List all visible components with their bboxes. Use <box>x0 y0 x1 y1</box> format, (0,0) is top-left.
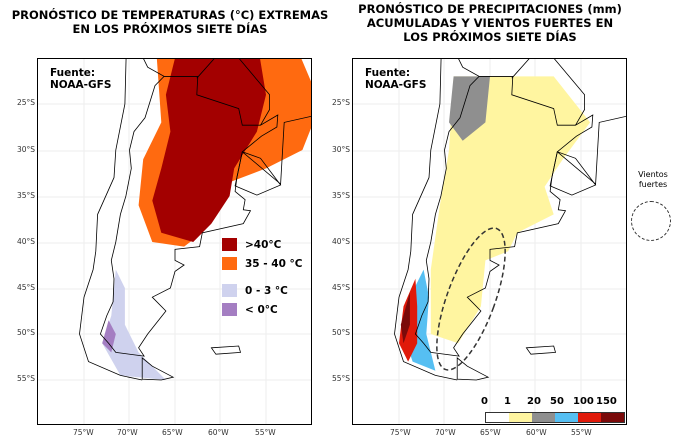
legend-label: 35 - 40 °C <box>245 257 303 270</box>
country-border <box>242 115 311 185</box>
legend-label: 0 - 3 °C <box>245 284 288 297</box>
dashed-circle-icon <box>631 201 671 241</box>
country-border <box>458 59 513 77</box>
uruguay-border <box>234 151 282 196</box>
colorbar-segment <box>486 413 509 422</box>
legend-swatch <box>222 257 237 270</box>
source-label: Fuente: NOAA-GFS <box>50 67 112 91</box>
legend-swatch <box>222 284 237 297</box>
colorbar-tick: 50 <box>550 396 564 407</box>
country-border <box>394 59 458 381</box>
longitude-tick: 60°W <box>208 428 229 437</box>
temperature-map[interactable]: Fuente: NOAA-GFS <box>37 58 312 425</box>
islands <box>210 345 242 355</box>
below-0-area <box>102 320 116 353</box>
colorbar-tick: 1 <box>504 396 511 407</box>
longitude-tick: 60°W <box>526 428 547 437</box>
longitude-tick: 70°W <box>435 428 456 437</box>
precip-1-20-area <box>430 76 591 344</box>
source-label: Fuente: NOAA-GFS <box>365 67 427 91</box>
right-map-title: PRONÓSTICO DE PRECIPITACIONES (mm) ACUMU… <box>358 2 622 44</box>
latitude-tick: 35°S <box>331 191 350 200</box>
country-border <box>79 59 143 381</box>
islands <box>525 345 557 355</box>
latitude-tick: 30°S <box>16 145 35 154</box>
longitude-tick: 65°W <box>162 428 183 437</box>
legend-item: 0 - 3 °C <box>222 284 288 297</box>
cool-0-3-area <box>102 269 166 380</box>
latitude-tick: 25°S <box>331 98 350 107</box>
precip-20-50-area <box>449 76 490 141</box>
longitude-tick: 55°W <box>571 428 592 437</box>
latitude-tick: 30°S <box>331 145 350 154</box>
latitude-tick: 25°S <box>16 98 35 107</box>
legend-label: < 0°C <box>245 303 278 316</box>
latitude-tick: 50°S <box>16 328 35 337</box>
strong-winds-label: Vientos fuertes <box>638 170 668 189</box>
argentina-border <box>99 75 279 357</box>
precip-colorbar: 0 1 20 50 100 150 <box>479 396 639 426</box>
precip-above-150-area <box>400 292 410 344</box>
colorbar-segment <box>601 413 624 422</box>
hot-above-40-area <box>152 59 266 242</box>
latitude-tick: 50°S <box>331 328 350 337</box>
colorbar-tick: 20 <box>527 396 541 407</box>
latitude-tick: 55°S <box>16 374 35 383</box>
uruguay-border <box>549 151 597 196</box>
legend-swatch <box>222 303 237 316</box>
country-border <box>511 59 586 126</box>
longitude-tick: 65°W <box>480 428 501 437</box>
latitude-tick: 40°S <box>331 237 350 246</box>
tierra-del-fuego <box>456 357 490 381</box>
colorbar-segment <box>509 413 532 422</box>
latitude-tick: 35°S <box>16 191 35 200</box>
left-map-title: PRONÓSTICO DE TEMPERATURAS (°C) EXTREMAS… <box>11 8 329 36</box>
longitude-tick: 75°W <box>73 428 94 437</box>
precipitation-map[interactable]: Fuente: NOAA-GFS <box>352 58 627 425</box>
colorbar-segment <box>532 413 555 422</box>
latitude-tick: 45°S <box>331 283 350 292</box>
colorbar-segment <box>555 413 578 422</box>
colorbar-tick: 150 <box>596 396 617 407</box>
tierra-del-fuego <box>141 357 175 381</box>
latitude-tick: 45°S <box>16 283 35 292</box>
colorbar-tick: 100 <box>573 396 594 407</box>
legend-swatch <box>222 238 237 251</box>
longitude-tick: 55°W <box>255 428 276 437</box>
longitude-tick: 70°W <box>117 428 138 437</box>
legend-item: >40°C <box>222 238 281 251</box>
country-border <box>196 59 271 126</box>
colorbar-tick: 0 <box>481 396 488 407</box>
strong-winds-area <box>436 227 506 371</box>
latitude-tick: 40°S <box>16 237 35 246</box>
legend-item: 35 - 40 °C <box>222 257 303 270</box>
latitude-tick: 55°S <box>331 374 350 383</box>
argentina-border <box>414 75 594 357</box>
longitude-tick: 75°W <box>390 428 411 437</box>
legend-item: < 0°C <box>222 303 278 316</box>
colorbar-segment <box>578 413 601 422</box>
legend-label: >40°C <box>245 238 282 251</box>
country-border <box>557 115 626 185</box>
